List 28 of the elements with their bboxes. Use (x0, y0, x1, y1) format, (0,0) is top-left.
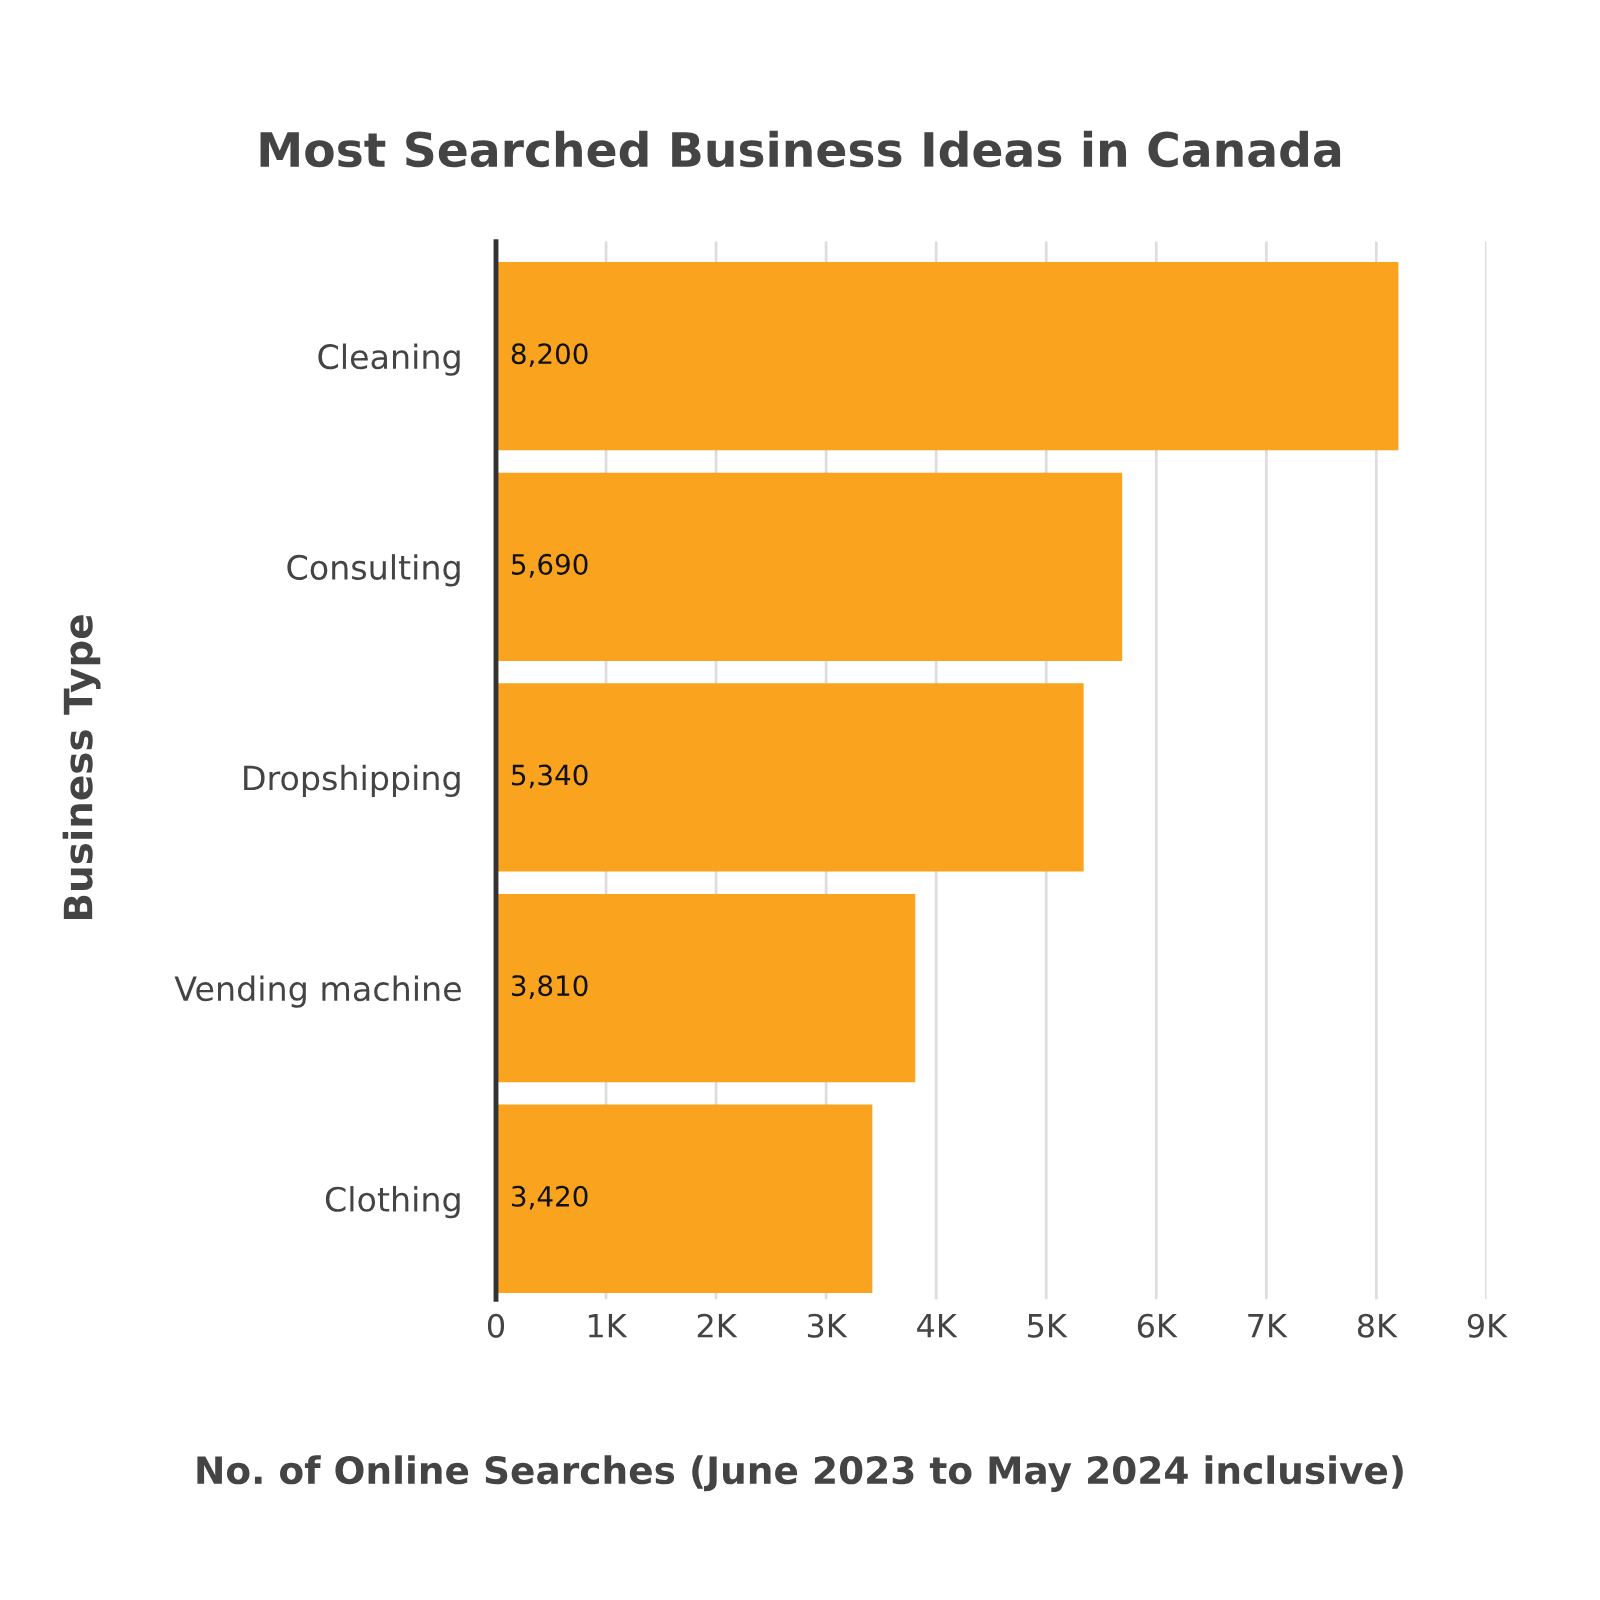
x-tick-label: 7K (1248, 1314, 1288, 1338)
data-label: 5,690 (512, 553, 588, 578)
data-label: 3,420 (512, 1185, 588, 1210)
bar (496, 1104, 873, 1293)
data-label: 8,200 (511, 343, 588, 368)
chart-title: Most Searched Business Ideas in Canada (260, 130, 1341, 168)
x-axis-title: No. of Online Searches (June 2023 to May 2024 inclusive) (197, 1455, 1403, 1492)
bar (496, 893, 916, 1083)
bar (496, 683, 1084, 872)
data-label: 3,810 (512, 975, 588, 999)
data-label: 5,340 (512, 764, 588, 789)
x-tick-label: 6K (1137, 1313, 1178, 1338)
y-axis-title: Business Type (62, 615, 101, 920)
x-tick-label: 8K (1357, 1313, 1398, 1338)
x-tick-label: 2K (697, 1313, 738, 1338)
bar (496, 262, 1399, 451)
x-tick-label: 9K (1467, 1313, 1508, 1338)
x-tick-label: 0 (487, 1313, 505, 1338)
x-tick-label: 1K (588, 1314, 628, 1338)
x-tick-label: 5K (1028, 1314, 1068, 1338)
x-tick-label: 3K (807, 1313, 848, 1338)
y-tick-label: Dropshipping (244, 764, 460, 798)
bar (496, 472, 1123, 661)
y-tick-label: Cleaning (318, 343, 460, 376)
y-tick-label: Consulting (287, 554, 460, 587)
y-tick-label: Vending machine (174, 975, 461, 1008)
x-tick-label: 4K (917, 1314, 958, 1338)
y-tick-label: Clothing (325, 1186, 460, 1219)
